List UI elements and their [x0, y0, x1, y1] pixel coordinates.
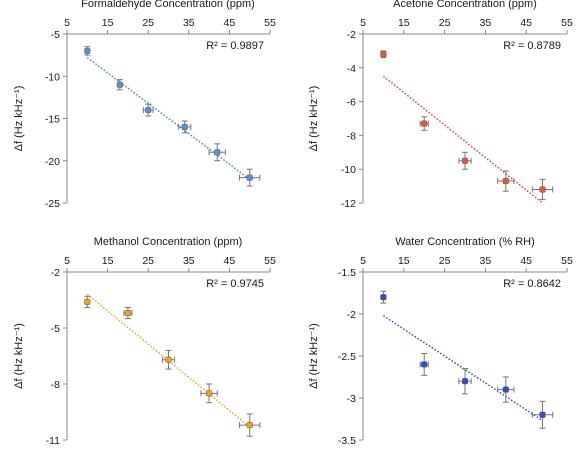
x-tick-label: 45 [224, 255, 236, 267]
data-point [124, 310, 131, 317]
data-point [502, 386, 509, 393]
data-point [246, 174, 253, 181]
chart-title: Formaldehyde Concentration (ppm) [81, 0, 255, 10]
y-tick-label: -3 [347, 393, 356, 405]
r-squared-label: R² = 0.9897 [206, 40, 264, 52]
y-axis-label: Δf (Hz kHz⁻¹) [13, 86, 25, 152]
x-tick-label: 25 [142, 17, 154, 29]
trendline [86, 293, 251, 428]
trendline [382, 75, 543, 204]
data-point [380, 51, 387, 58]
data-point [84, 47, 91, 54]
x-tick-label: 35 [480, 17, 492, 29]
y-tick-label: -1.5 [338, 267, 356, 279]
x-tick-label: 45 [520, 17, 532, 29]
x-tick-label: 55 [561, 255, 573, 267]
y-tick-label: -2.5 [338, 351, 356, 363]
x-tick-label: 25 [142, 255, 154, 267]
y-tick-label: -8 [51, 379, 60, 391]
y-axis-label: Δf (Hz kHz⁻¹) [13, 323, 25, 389]
x-tick-label: 55 [264, 255, 276, 267]
x-tick-label: 45 [520, 255, 532, 267]
x-tick-label: 5 [360, 255, 366, 267]
y-tick-label: -4 [347, 63, 356, 75]
data-point [421, 120, 428, 127]
x-tick-label: 55 [264, 17, 276, 29]
y-tick-label: -6 [347, 97, 356, 109]
data-point [380, 294, 387, 301]
chart-title: Water Concentration (% RH) [395, 236, 535, 248]
x-tick-label: 35 [183, 255, 195, 267]
r-squared-label: R² = 0.9745 [206, 278, 264, 290]
x-tick-label: 35 [183, 17, 195, 29]
data-point [181, 123, 188, 131]
y-tick-label: -12 [341, 198, 356, 210]
y-axis-label: Δf (Hz kHz⁻¹) [308, 323, 320, 389]
data-point [502, 177, 509, 185]
y-tick-label: -8 [347, 130, 356, 142]
x-tick-label: 15 [102, 255, 114, 267]
y-tick-label: -5 [51, 29, 60, 41]
chart-panel-1: Formaldehyde Concentration (ppm) 5 15 25 35 4… [13, 0, 276, 210]
y-tick-label: -5 [51, 323, 60, 335]
x-tick-label: 15 [102, 17, 114, 29]
y-tick-label: -2 [51, 267, 60, 279]
data-point [461, 157, 469, 164]
y-tick-label: -11 [46, 435, 61, 447]
x-tick-label: 15 [398, 17, 410, 29]
r-squared-label: R² = 0.8642 [503, 278, 561, 290]
chart-panel-4: Water Concentration (% RH) 5 15 25 35 45 55 -1.… [308, 236, 573, 447]
y-tick-label: -25 [45, 198, 60, 210]
x-tick-label: 5 [360, 17, 366, 29]
x-tick-label: 25 [439, 17, 451, 29]
x-tick-label: 45 [224, 17, 236, 29]
chart-title: Methanol Concentration (ppm) [94, 236, 243, 248]
x-tick-label: 25 [439, 255, 451, 267]
data-point [145, 107, 152, 114]
y-tick-label: -2 [347, 309, 356, 321]
r-squared-label: R² = 0.8789 [503, 40, 561, 52]
chart-panel-2: Acetone Concentration (ppm) 5 15 25 35 45 55 -2… [308, 0, 573, 210]
trendline [86, 57, 251, 180]
y-tick-label: -10 [45, 71, 60, 83]
x-tick-label: 5 [64, 255, 70, 267]
data-point [84, 298, 91, 305]
data-point [539, 186, 546, 193]
y-tick-label: -2 [347, 29, 356, 41]
data-point [246, 422, 253, 429]
chart-panel-3: Methanol Concentration (ppm) 5 15 25 35 45 55 -… [13, 236, 276, 447]
y-tick-label: -15 [45, 114, 60, 126]
chart-title: Acetone Concentration (ppm) [393, 0, 537, 10]
x-tick-label: 35 [480, 255, 492, 267]
data-point [461, 378, 469, 385]
data-point [116, 81, 123, 88]
data-point [206, 390, 213, 397]
data-point [421, 361, 428, 368]
y-axis-label: Δf (Hz kHz⁻¹) [308, 86, 320, 152]
data-point [214, 149, 221, 156]
y-tick-label: -3.5 [338, 435, 356, 447]
data-point [539, 411, 546, 418]
x-tick-label: 5 [64, 17, 70, 29]
y-tick-label: -20 [45, 156, 60, 168]
x-tick-label: 15 [398, 255, 410, 267]
x-tick-label: 55 [561, 17, 573, 29]
data-point [165, 356, 172, 363]
y-tick-label: -10 [341, 164, 356, 176]
